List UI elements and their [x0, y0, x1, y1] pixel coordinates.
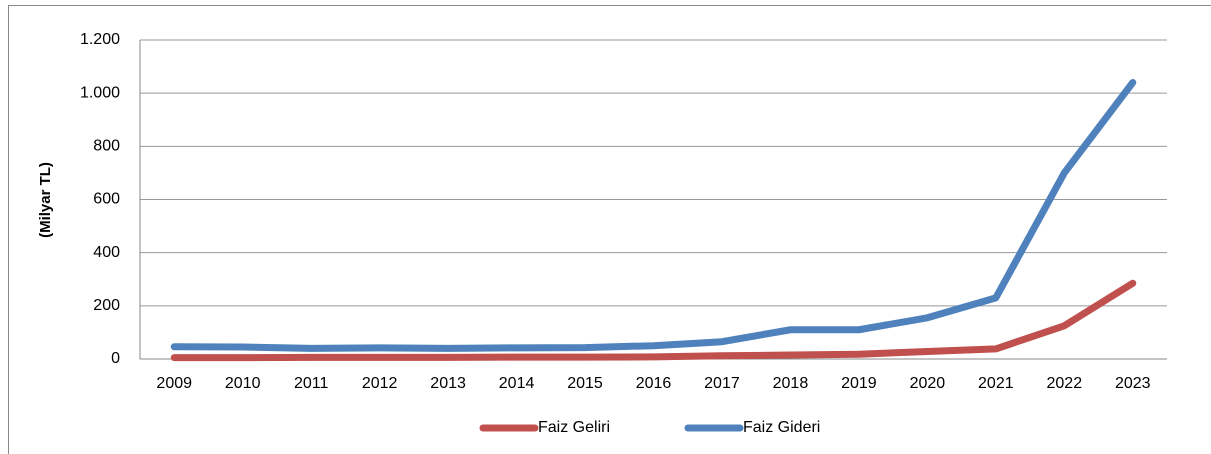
x-tick-label: 2017: [704, 375, 740, 392]
series-line: [170, 279, 1137, 362]
x-tick-label: 2022: [1047, 375, 1083, 392]
y-tick-label: 200: [93, 297, 120, 314]
x-tick-label: 2023: [1115, 375, 1151, 392]
y-tick-label: 1.000: [80, 84, 120, 101]
y-tick-label: 0: [111, 350, 120, 367]
x-tick-label: 2013: [430, 375, 466, 392]
x-tick-label: 2015: [567, 375, 603, 392]
x-tick-label: 2009: [156, 375, 192, 392]
y-tick-label: 800: [93, 138, 120, 155]
x-tick-label: 2011: [294, 375, 329, 392]
x-tick-label: 2020: [910, 375, 946, 392]
x-tick-label: 2016: [636, 375, 672, 392]
x-tick-label: 2012: [362, 375, 398, 392]
x-tick-label: 2018: [773, 375, 809, 392]
x-tick-label: 2014: [499, 375, 535, 392]
x-tick-label: 2010: [225, 375, 261, 392]
legend-label: Faiz Gideri: [743, 419, 820, 436]
y-axis-label: (Milyar TL): [37, 162, 54, 238]
x-tick-label: 2021: [978, 375, 1014, 392]
series-line: [170, 79, 1137, 352]
chart-frame: [8, 5, 1211, 454]
x-tick-label: 2019: [841, 375, 877, 392]
legend-label: Faiz Geliri: [538, 419, 610, 436]
y-tick-label: 1.200: [80, 31, 120, 48]
y-tick-label: 600: [93, 191, 120, 208]
y-tick-label: 400: [93, 244, 120, 261]
